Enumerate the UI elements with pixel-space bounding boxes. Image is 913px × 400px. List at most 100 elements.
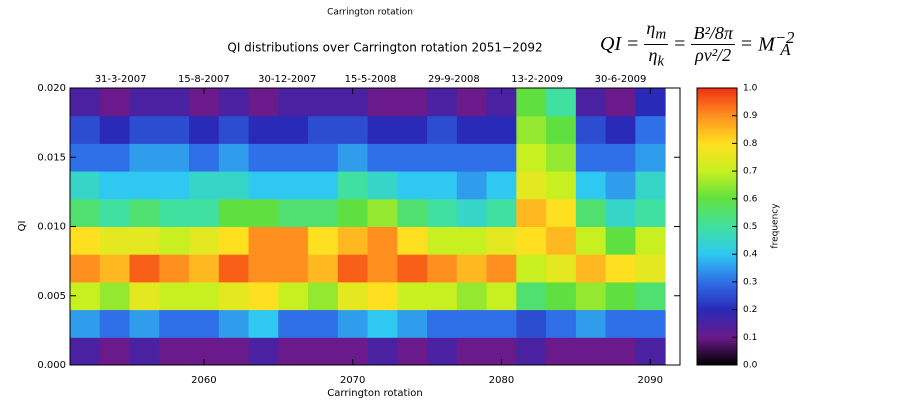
heatmap-cell <box>129 88 160 117</box>
heatmap-cell <box>456 198 488 227</box>
heatmap-cell <box>278 171 309 200</box>
heatmap-cell <box>278 115 309 144</box>
heatmap-cell <box>427 171 458 200</box>
heatmap-cell <box>367 309 398 338</box>
heatmap-cell <box>159 254 190 283</box>
heatmap-cell <box>278 337 309 365</box>
subscript: m <box>655 26 667 43</box>
y-axis-label: QI <box>17 221 28 232</box>
heatmap-cell <box>159 171 190 200</box>
heatmap-cell <box>248 309 279 338</box>
heatmap-cell <box>427 337 458 365</box>
heatmap-cell <box>70 226 101 255</box>
heatmap-cell <box>70 198 101 227</box>
heatmap-cell <box>337 115 369 144</box>
formula: QI = ηm ηk = B²/8π ρv²/2 = M−2A <box>600 18 794 70</box>
heatmap-cell <box>337 254 369 283</box>
heatmap-cell <box>575 226 607 255</box>
heatmap-cell <box>427 281 458 311</box>
heatmap-cell <box>218 226 250 255</box>
formula-equals: = <box>627 32 639 55</box>
heatmap-cell <box>635 143 666 172</box>
formula-equals: = <box>740 32 753 55</box>
formula-equals: = <box>674 32 686 55</box>
heatmap-cell <box>516 337 547 365</box>
x-tick-label: 2060 <box>191 375 216 386</box>
heatmap-cell <box>486 254 517 283</box>
heatmap-cell <box>129 309 160 338</box>
heatmap-cell <box>605 143 636 172</box>
heatmap-cell <box>308 143 339 172</box>
heatmap-cell <box>546 198 577 227</box>
heatmap-cell <box>159 309 190 338</box>
x-axis-label: Carrington rotation <box>327 388 422 399</box>
heatmap-cell <box>635 254 666 283</box>
symbol: η <box>648 44 658 65</box>
heatmap-cell <box>546 309 577 338</box>
heatmap-cell <box>516 254 547 283</box>
heatmap-cell <box>575 115 607 144</box>
heatmap-cell <box>248 337 279 365</box>
top-tick-label: 29-9-2008 <box>428 74 480 85</box>
fragment-label: Carrington rotation <box>327 8 413 18</box>
chart-title: QI distributions over Carrington rotatio… <box>227 41 542 55</box>
heatmap-cell <box>129 281 160 311</box>
heatmap-cell <box>70 171 101 200</box>
heatmap-cell <box>397 115 428 144</box>
heatmap-cell <box>605 198 636 227</box>
subscript: k <box>657 53 665 70</box>
formula-fraction: B²/8π ρv²/2 <box>691 23 735 66</box>
heatmap-cell <box>427 254 458 283</box>
heatmap-cell <box>308 198 339 227</box>
heatmap-cell <box>248 171 279 200</box>
heatmap-cell <box>605 309 636 338</box>
heatmap-cell <box>218 115 250 144</box>
top-tick-label: 13-2-2009 <box>511 74 563 85</box>
heatmap-cell <box>367 171 398 200</box>
heatmap-cell <box>397 171 428 200</box>
heatmap-cell <box>248 226 279 255</box>
heatmap-cell <box>546 143 577 172</box>
colorbar-tick-label: 1.0 <box>743 84 758 94</box>
heatmap <box>70 88 666 365</box>
colorbar-tick-label: 0.9 <box>743 111 758 121</box>
colorbar-tick-label: 0.6 <box>743 194 758 204</box>
heatmap-cell <box>575 143 607 172</box>
heatmap-cell <box>129 115 160 144</box>
heatmap-cell <box>575 281 607 311</box>
heatmap-cell <box>397 198 428 227</box>
heatmap-cell <box>367 337 398 365</box>
heatmap-cell <box>189 309 220 338</box>
heatmap-cell <box>546 88 577 117</box>
heatmap-cell <box>546 115 577 144</box>
heatmap-cell <box>99 198 131 227</box>
heatmap-cell <box>99 143 131 172</box>
heatmap-cell <box>218 198 250 227</box>
heatmap-cell <box>159 281 190 311</box>
heatmap-cell <box>337 198 369 227</box>
colorbar-tick-label: 0.3 <box>743 277 757 287</box>
heatmap-cell <box>218 337 250 365</box>
heatmap-cell <box>516 115 547 144</box>
heatmap-cell <box>575 88 607 117</box>
heatmap-cell <box>486 198 517 227</box>
heatmap-cell <box>99 337 131 365</box>
heatmap-cell <box>308 171 339 200</box>
heatmap-cell <box>546 171 577 200</box>
top-tick-label: 30-6-2009 <box>595 74 647 85</box>
heatmap-cell <box>129 226 160 255</box>
heatmap-cell <box>308 337 339 365</box>
heatmap-cell <box>218 281 250 311</box>
subscript: A <box>780 40 791 60</box>
heatmap-cell <box>308 88 339 117</box>
heatmap-cell <box>367 254 398 283</box>
x-tick-label: 2090 <box>638 375 663 386</box>
heatmap-cell <box>516 88 547 117</box>
heatmap-cell <box>248 281 279 311</box>
heatmap-cell <box>427 309 458 338</box>
colorbar-tick-label: 0.1 <box>743 333 757 343</box>
heatmap-cell <box>456 281 488 311</box>
heatmap-cell <box>70 254 101 283</box>
formula-rhs: M−2A <box>758 28 794 61</box>
